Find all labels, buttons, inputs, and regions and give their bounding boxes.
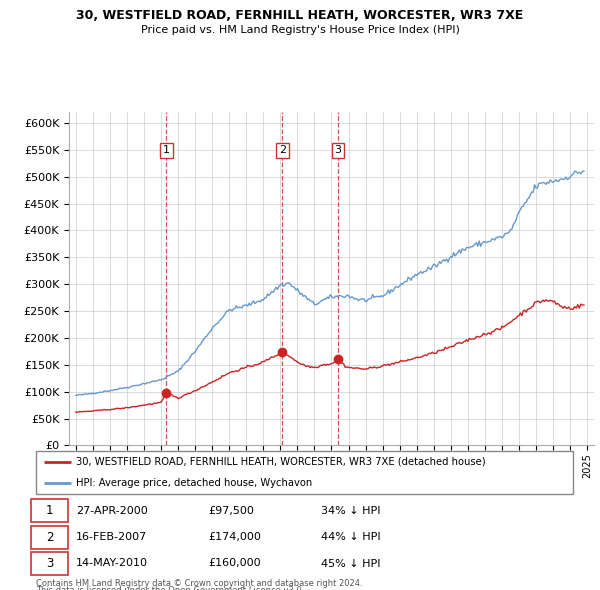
Text: 3: 3 — [46, 557, 53, 570]
FancyBboxPatch shape — [31, 499, 68, 523]
Text: 27-APR-2000: 27-APR-2000 — [76, 506, 148, 516]
Text: £160,000: £160,000 — [208, 559, 260, 569]
Text: 3: 3 — [334, 146, 341, 155]
Text: This data is licensed under the Open Government Licence v3.0.: This data is licensed under the Open Gov… — [36, 586, 304, 590]
Text: Contains HM Land Registry data © Crown copyright and database right 2024.: Contains HM Land Registry data © Crown c… — [36, 579, 362, 588]
Text: 1: 1 — [46, 504, 53, 517]
Text: Price paid vs. HM Land Registry's House Price Index (HPI): Price paid vs. HM Land Registry's House … — [140, 25, 460, 35]
FancyBboxPatch shape — [36, 451, 573, 494]
Text: £174,000: £174,000 — [208, 532, 261, 542]
Text: £97,500: £97,500 — [208, 506, 254, 516]
Text: 14-MAY-2010: 14-MAY-2010 — [76, 559, 148, 569]
Text: 44% ↓ HPI: 44% ↓ HPI — [320, 532, 380, 542]
Text: 34% ↓ HPI: 34% ↓ HPI — [320, 506, 380, 516]
Text: 16-FEB-2007: 16-FEB-2007 — [76, 532, 148, 542]
Text: HPI: Average price, detached house, Wychavon: HPI: Average price, detached house, Wych… — [76, 478, 313, 488]
Text: 30, WESTFIELD ROAD, FERNHILL HEATH, WORCESTER, WR3 7XE (detached house): 30, WESTFIELD ROAD, FERNHILL HEATH, WORC… — [76, 457, 486, 467]
Text: 1: 1 — [163, 146, 170, 155]
Text: 30, WESTFIELD ROAD, FERNHILL HEATH, WORCESTER, WR3 7XE: 30, WESTFIELD ROAD, FERNHILL HEATH, WORC… — [76, 9, 524, 22]
FancyBboxPatch shape — [31, 526, 68, 549]
Text: 2: 2 — [46, 530, 53, 544]
Text: 45% ↓ HPI: 45% ↓ HPI — [320, 559, 380, 569]
FancyBboxPatch shape — [31, 552, 68, 575]
Text: 2: 2 — [279, 146, 286, 155]
